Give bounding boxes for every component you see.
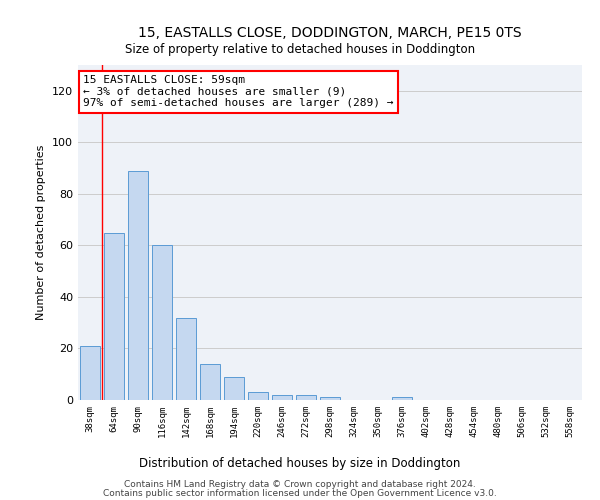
Text: Size of property relative to detached houses in Doddington: Size of property relative to detached ho… bbox=[125, 42, 475, 56]
Bar bbox=[176, 318, 196, 400]
Bar bbox=[152, 246, 172, 400]
Bar bbox=[80, 346, 100, 400]
Bar bbox=[392, 398, 412, 400]
Bar bbox=[104, 232, 124, 400]
Bar bbox=[272, 395, 292, 400]
Text: Distribution of detached houses by size in Doddington: Distribution of detached houses by size … bbox=[139, 458, 461, 470]
Text: 15 EASTALLS CLOSE: 59sqm
← 3% of detached houses are smaller (9)
97% of semi-det: 15 EASTALLS CLOSE: 59sqm ← 3% of detache… bbox=[83, 75, 394, 108]
Bar bbox=[128, 170, 148, 400]
Y-axis label: Number of detached properties: Number of detached properties bbox=[37, 145, 46, 320]
Title: 15, EASTALLS CLOSE, DODDINGTON, MARCH, PE15 0TS: 15, EASTALLS CLOSE, DODDINGTON, MARCH, P… bbox=[138, 26, 522, 40]
Text: Contains HM Land Registry data © Crown copyright and database right 2024.: Contains HM Land Registry data © Crown c… bbox=[124, 480, 476, 489]
Bar bbox=[200, 364, 220, 400]
Bar bbox=[320, 398, 340, 400]
Bar bbox=[248, 392, 268, 400]
Text: Contains public sector information licensed under the Open Government Licence v3: Contains public sector information licen… bbox=[103, 489, 497, 498]
Bar bbox=[296, 395, 316, 400]
Bar bbox=[224, 377, 244, 400]
